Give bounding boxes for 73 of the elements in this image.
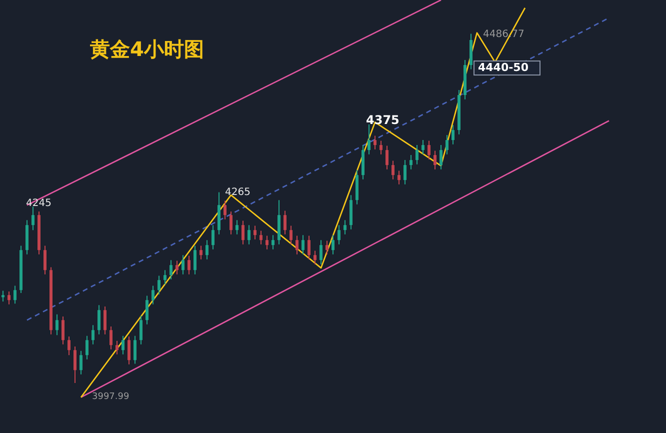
candlestick — [8, 291, 10, 305]
candlestick — [68, 336, 70, 356]
annotation: 3997.99 — [92, 392, 130, 402]
candlestick — [224, 200, 226, 220]
candlestick — [128, 336, 130, 365]
candlestick — [212, 224, 214, 250]
candlestick — [332, 234, 334, 255]
candlestick — [62, 316, 64, 345]
text: 黄金4小时图 — [89, 37, 204, 61]
candlestick — [164, 270, 166, 285]
candlestick — [86, 335, 88, 360]
candlestick — [266, 235, 268, 250]
candlestick — [158, 275, 160, 295]
candlestick — [104, 306, 106, 335]
candlestick — [284, 210, 286, 235]
candlestick — [446, 134, 448, 155]
candlestick — [56, 314, 58, 336]
candlestick — [302, 234, 304, 255]
candlestick — [422, 140, 424, 155]
candlestick — [440, 144, 442, 170]
candlestick — [326, 240, 328, 255]
candlestick — [194, 245, 196, 275]
candlestick — [134, 335, 136, 364]
candlestick — [80, 350, 82, 375]
annotation: 4245 — [26, 198, 52, 209]
candlestick — [98, 304, 100, 335]
candlestick — [92, 324, 94, 345]
candlestick — [314, 250, 316, 265]
candlestick — [320, 240, 322, 265]
candlestick — [44, 245, 46, 275]
candlestick — [398, 170, 400, 185]
candlestick — [308, 235, 310, 260]
candlestick — [338, 224, 340, 245]
candlestick — [74, 346, 76, 384]
candlestick — [176, 260, 178, 275]
candlestick — [206, 240, 208, 260]
candlestick — [374, 135, 376, 150]
candlestick — [188, 255, 190, 275]
candlestick — [122, 335, 124, 355]
annotation: 4440-50 — [478, 61, 529, 74]
candlestick — [182, 254, 184, 275]
candlestick — [434, 150, 436, 170]
candlestick — [386, 145, 388, 170]
candlestick — [230, 211, 232, 235]
candlestick — [344, 220, 346, 235]
candlestick — [140, 315, 142, 345]
candlestick — [392, 160, 394, 180]
candlestick — [32, 206, 34, 231]
candlestick — [272, 234, 274, 250]
candlestick — [200, 245, 202, 260]
candlestick — [110, 326, 112, 350]
candlestick — [428, 140, 430, 160]
candlestick — [170, 260, 172, 280]
candlestick — [410, 154, 412, 170]
candlestick — [236, 220, 238, 235]
candlestick — [152, 285, 154, 305]
annotation: 4265 — [225, 187, 250, 198]
candlestick — [248, 224, 250, 245]
candlestick — [146, 295, 148, 325]
candlestick — [2, 290, 4, 302]
candlestick — [290, 225, 292, 245]
candlestick — [254, 225, 256, 240]
candlestick — [416, 144, 418, 165]
candlestick — [368, 124, 370, 155]
candlestick — [404, 160, 406, 185]
candlestick — [242, 220, 244, 245]
candlestick — [260, 230, 262, 245]
annotation: 4375 — [366, 113, 400, 127]
candlestick — [14, 285, 16, 304]
candlestick — [452, 124, 454, 145]
candlestick — [116, 340, 118, 355]
candlestick — [296, 235, 298, 255]
candlestick — [380, 140, 382, 155]
